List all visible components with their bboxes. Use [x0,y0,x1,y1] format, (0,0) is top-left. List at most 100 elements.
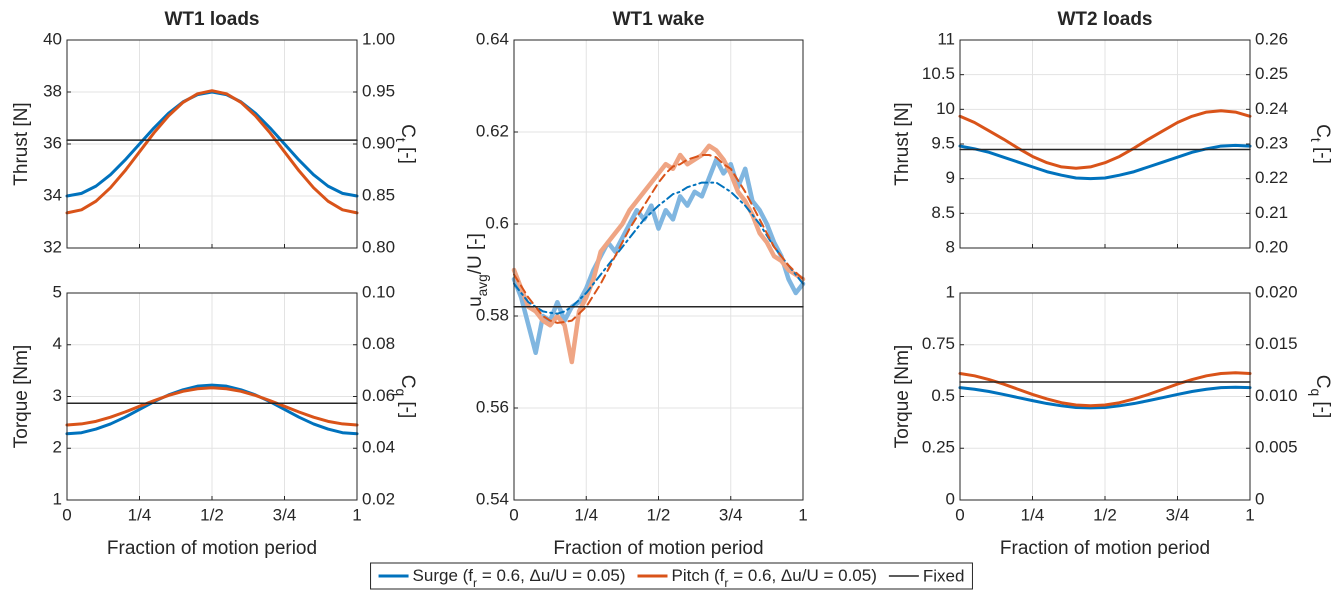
text-part: C [397,124,418,138]
x-tick-label: 3/4 [719,505,743,524]
text-part: [-] [397,142,418,164]
y-tick-label: 10 [936,99,955,118]
x-tick-label: 3/4 [273,505,297,524]
series-line [65,383,359,436]
text-part: [-] [397,396,418,418]
text-part: C [1312,124,1333,138]
y-tick-label: 34 [43,185,62,204]
y-axis-label: uavg/U [-] [465,233,490,307]
y-tick-label: 1 [946,282,955,301]
y-tick-label: 0.62 [476,121,509,140]
x-tick-label: 1/4 [574,505,598,524]
y2-tick-label: 0.10 [362,282,395,301]
axes-box [959,39,1251,249]
legend-label: Surge (fr = 0.6, Δu/U = 0.05) [413,566,626,590]
series-line [958,371,1252,408]
chart-title: WT1 wake [613,9,705,30]
y2-tick-label: 0.25 [1255,64,1288,83]
subscript: q [393,388,408,396]
y-tick-label: 0.25 [922,438,955,457]
series-line [513,181,804,315]
chart-title: WT1 loads [164,9,259,30]
y-tick-label: 9 [946,168,955,187]
y2-tick-label: 0.26 [1255,29,1288,48]
y-tick-label: 4 [53,334,62,353]
subscript: r [724,576,728,590]
text-part: [-] [1312,142,1333,164]
y2-tick-label: 0.95 [362,81,395,100]
legend-label: Pitch (fr = 0.6, Δu/U = 0.05) [672,566,877,590]
subscript: r [473,576,477,590]
y-tick-label: 36 [43,133,62,152]
y-tick-label: 0 [946,489,955,508]
y-tick-label: 0.54 [476,489,509,508]
x-tick-label: 1 [352,505,361,524]
y2-tick-label: 0.90 [362,133,395,152]
text-part: /U [-] [465,233,486,274]
y2-tick-label: 0.02 [362,489,395,508]
y2-tick-label: 0 [1255,489,1264,508]
series-line [513,154,804,324]
y2-tick-label: 0.06 [362,386,395,405]
y2-tick-label: 0.21 [1255,203,1288,222]
y2-tick-label: 0.23 [1255,133,1288,152]
series-line [958,385,1252,410]
text-part: Pitch (f [672,566,725,585]
legend-label: Fixed [923,566,965,585]
x-axis-label: Fraction of motion period [1000,538,1210,559]
x-tick-label: 1 [1245,505,1254,524]
y2-tick-label: 0.015 [1255,334,1298,353]
x-tick-label: 1/4 [1021,505,1045,524]
y-tick-label: 11 [937,29,955,48]
y-tick-label: 0.75 [922,334,955,353]
y-axis-label: Thrust [N] [11,102,32,185]
y-tick-label: 5 [53,282,62,301]
legend: Surge (fr = 0.6, Δu/U = 0.05) Pitch (fr =… [370,562,973,590]
y2-tick-label: 0.020 [1255,282,1298,301]
y-axis-label: Torque [Nm] [892,345,913,448]
x-axis-label: Fraction of motion period [553,538,763,559]
axes-box [513,39,804,501]
y-tick-label: 32 [43,237,62,256]
subscript: avg [475,274,490,296]
x-tick-label: 1/2 [647,505,671,524]
y-tick-label: 40 [43,29,62,48]
y2-tick-label: 0.80 [362,237,395,256]
text-part: = 0.6, Δu/U = 0.05) [477,566,625,585]
y2-axis-label: Cq [-] [1308,375,1333,419]
text-part: [-] [1312,396,1333,418]
y-tick-label: 8 [946,237,955,256]
x-tick-label: 0 [509,505,518,524]
y2-axis-label: Ct [-] [1308,124,1333,164]
series-line [65,386,359,427]
x-tick-label: 1/2 [200,505,224,524]
y-tick-label: 0.5 [931,386,955,405]
text-part: = 0.6, Δu/U = 0.05) [728,566,876,585]
y-axis-label: Thrust [N] [892,102,913,185]
legend-box [370,562,973,590]
text-part: u [465,296,486,307]
text-part: C [397,375,418,389]
x-axis-label: Fraction of motion period [107,538,317,559]
y2-tick-label: 0.005 [1255,438,1298,457]
series-line [511,157,806,356]
legend-item: Surge (fr = 0.6, Δu/U = 0.05) [378,566,626,590]
y-axis-label: Torque [Nm] [11,345,32,448]
y-tick-label: 0.58 [476,305,509,324]
y2-tick-label: 0.22 [1255,168,1288,187]
y2-tick-label: 0.85 [362,185,395,204]
axes-box [66,292,358,501]
y2-axis-label: Ct [-] [393,124,418,164]
y2-axis-label: Cq [-] [393,375,418,419]
text-part: Surge (f [413,566,474,585]
y-tick-label: 10.5 [922,64,955,83]
axes-box [959,292,1251,501]
series-line [65,89,359,215]
x-tick-label: 0 [62,505,71,524]
axes-box [66,39,358,249]
x-tick-label: 3/4 [1166,505,1190,524]
x-tick-label: 0 [955,505,964,524]
y2-tick-label: 0.08 [362,334,395,353]
y2-tick-label: 0.010 [1255,386,1298,405]
